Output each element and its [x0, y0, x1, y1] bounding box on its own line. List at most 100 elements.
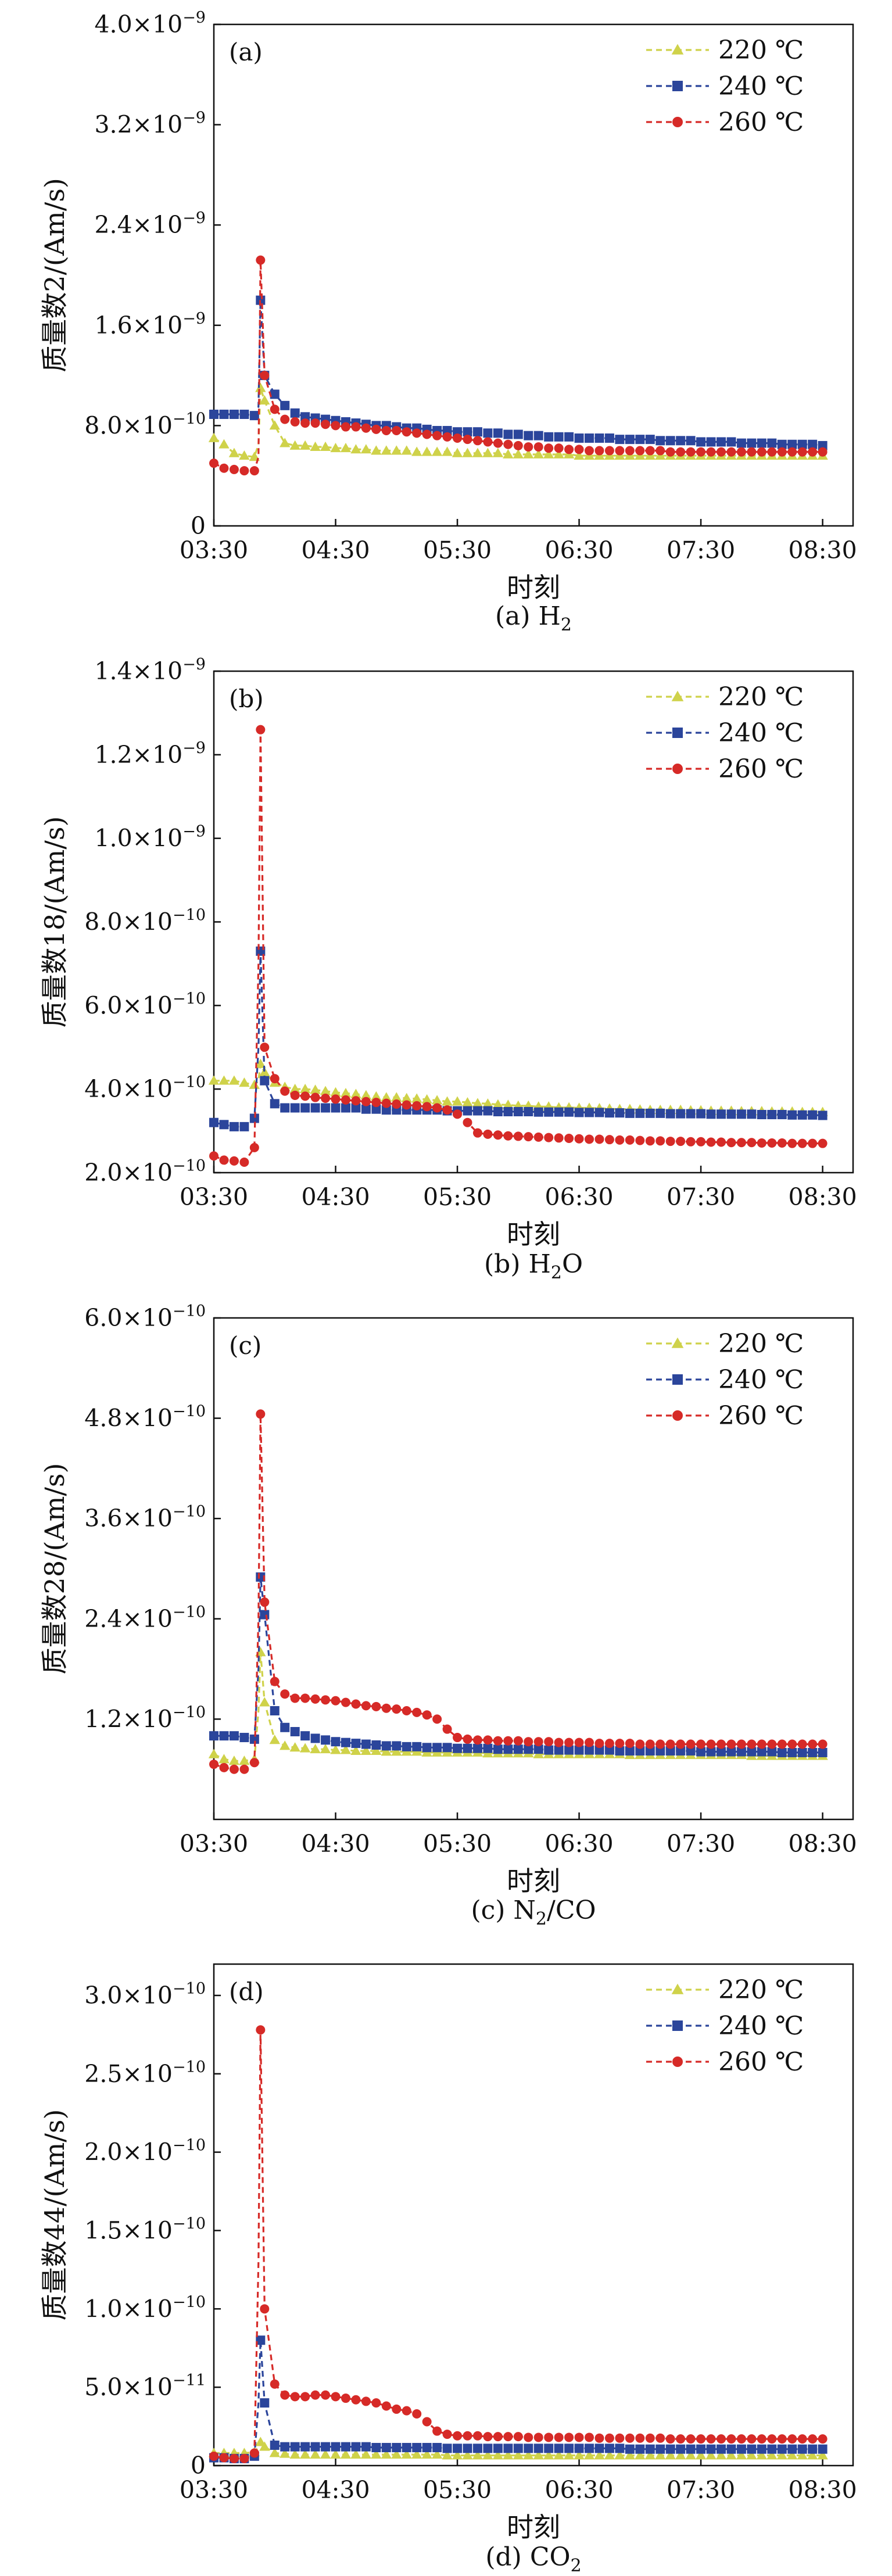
square-marker — [736, 1109, 746, 1119]
chart-panel-1: (a)08.0×10−101.6×10−92.4×10−93.2×10−94.0… — [39, 9, 857, 635]
circle-marker — [270, 404, 280, 414]
circle-marker — [290, 2392, 300, 2402]
triangle-marker — [604, 2450, 615, 2460]
square-marker — [665, 2444, 675, 2454]
triangle-marker — [695, 2450, 707, 2460]
y-tick-mantissa: 2.0×10 — [84, 2138, 173, 2166]
circle-marker — [757, 2434, 766, 2444]
circle-marker — [574, 445, 584, 454]
square-marker — [260, 1610, 270, 1620]
square-marker — [706, 1109, 716, 1119]
square-marker — [686, 2444, 696, 2454]
triangle-marker — [671, 1983, 684, 1994]
circle-marker — [503, 1736, 513, 1746]
square-marker — [564, 1107, 574, 1117]
y-tick-exponent: −10 — [173, 2137, 206, 2155]
triangle-marker — [299, 440, 311, 450]
triangle-marker — [228, 447, 240, 457]
triangle-marker — [787, 2450, 798, 2460]
circle-marker — [645, 1136, 655, 1146]
circle-marker — [483, 2432, 493, 2442]
circle-marker — [463, 1117, 472, 1127]
y-tick-exponent: −10 — [173, 1703, 206, 1721]
circle-marker — [472, 1128, 482, 1138]
y-tick-exponent: −9 — [182, 823, 206, 841]
square-marker — [635, 1746, 645, 1756]
triangle-marker — [320, 1085, 331, 1095]
triangle-marker — [462, 2450, 473, 2460]
y-tick-mantissa: 2.4×10 — [94, 211, 182, 239]
square-marker — [371, 1740, 381, 1750]
square-marker — [594, 1745, 604, 1755]
circle-marker — [726, 1739, 736, 1749]
circle-marker — [625, 1135, 635, 1145]
legend-item-3: 260 ℃ — [646, 1401, 804, 1431]
circle-marker — [260, 371, 270, 381]
x-axis-label: 时刻 — [507, 1219, 560, 1250]
series-2 — [209, 1572, 827, 1757]
circle-marker — [676, 447, 686, 457]
square-marker — [300, 2442, 310, 2452]
square-marker — [463, 2444, 472, 2453]
circle-marker — [717, 2434, 726, 2444]
triangle-marker — [685, 2450, 696, 2460]
square-marker — [472, 427, 482, 437]
y-tick-mantissa: 4.0×10 — [84, 1075, 173, 1103]
triangle-marker — [513, 2450, 524, 2460]
triangle-marker — [299, 2449, 311, 2459]
circle-marker — [392, 1099, 402, 1109]
circle-marker — [249, 1758, 259, 1768]
square-marker — [604, 1108, 614, 1118]
triangle-marker — [340, 443, 352, 453]
circle-marker — [341, 1697, 350, 1707]
triangle-marker — [411, 446, 422, 456]
circle-marker — [331, 1094, 341, 1104]
square-marker — [696, 1747, 706, 1757]
square-marker — [787, 1747, 797, 1757]
y-tick-exponent: −10 — [173, 1073, 206, 1091]
square-marker — [564, 2444, 574, 2453]
circle-marker — [209, 1151, 218, 1161]
y-tick-exponent: −10 — [173, 907, 206, 925]
square-marker — [672, 81, 683, 91]
legend-item-3: 260 ℃ — [646, 108, 804, 137]
triangle-marker — [482, 447, 493, 457]
circle-marker — [574, 1737, 584, 1747]
circle-marker — [533, 1132, 543, 1142]
triangle-marker — [503, 1099, 514, 1109]
circle-marker — [615, 1135, 625, 1145]
circle-marker — [655, 1739, 665, 1749]
y-tick-exponent: −9 — [182, 739, 206, 757]
triangle-marker — [299, 1083, 311, 1094]
circle-marker — [422, 2417, 432, 2427]
square-marker — [818, 1747, 827, 1757]
circle-marker — [412, 1101, 422, 1110]
square-marker — [483, 1106, 493, 1116]
triangle-marker — [255, 1058, 266, 1068]
y-tick-mantissa: 0 — [191, 2452, 206, 2480]
y-tick-mantissa: 8.0×10 — [84, 411, 173, 439]
y-tick-exponent: −10 — [173, 1603, 206, 1621]
circle-marker — [672, 117, 683, 127]
panel-label: (c) — [229, 1331, 261, 1360]
circle-marker — [483, 437, 493, 447]
circle-marker — [757, 1138, 766, 1148]
y-tick-mantissa: 8.0×10 — [84, 908, 173, 936]
triangle-marker — [330, 1087, 341, 1097]
square-marker — [239, 409, 249, 419]
triangle-marker — [208, 1075, 220, 1085]
triangle-marker — [320, 441, 331, 451]
circle-marker — [412, 428, 422, 438]
circle-marker — [513, 2432, 523, 2442]
x-axis-label: 时刻 — [507, 2511, 560, 2543]
triangle-marker — [391, 1092, 402, 1102]
square-marker — [533, 1107, 543, 1117]
triangle-marker — [624, 2450, 636, 2460]
y-tick-label: 2.5×10−10 — [84, 2058, 206, 2088]
circle-marker — [696, 1739, 706, 1749]
circle-marker — [351, 422, 361, 432]
square-marker — [249, 411, 259, 421]
square-marker — [381, 2442, 391, 2452]
triangle-marker — [776, 2450, 787, 2460]
